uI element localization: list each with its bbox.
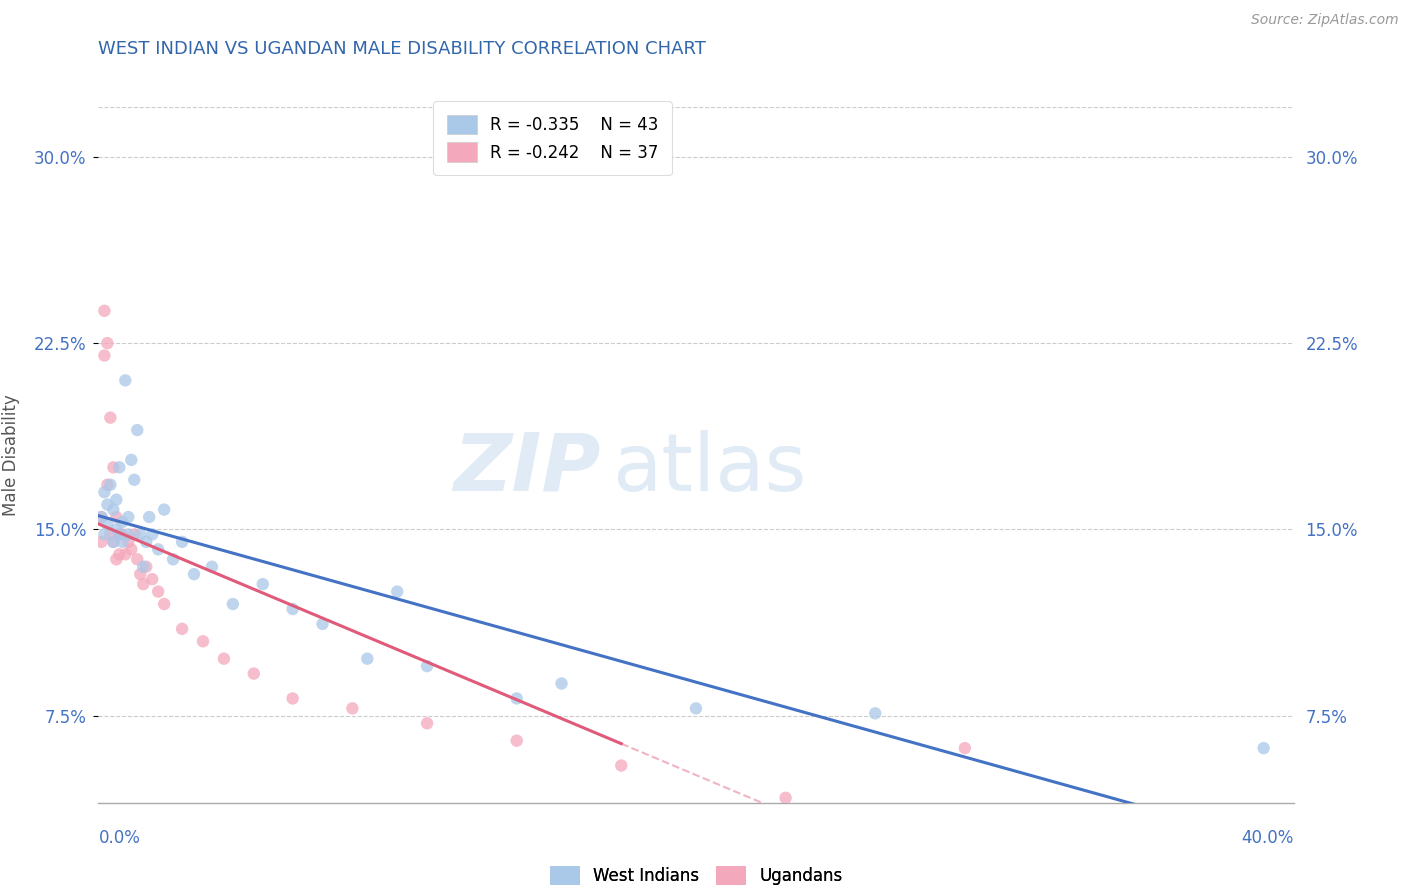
Point	[96, 498, 118, 512]
Point	[111, 535, 134, 549]
Point	[141, 572, 163, 586]
Point	[127, 552, 149, 566]
Point	[96, 477, 118, 491]
Point	[93, 303, 115, 318]
Point	[281, 691, 304, 706]
Y-axis label: Male Disability: Male Disability	[1, 394, 20, 516]
Point	[138, 510, 160, 524]
Point	[865, 706, 887, 721]
Text: 40.0%: 40.0%	[1241, 829, 1294, 847]
Point	[96, 336, 118, 351]
Point	[127, 423, 149, 437]
Text: Source: ZipAtlas.com: Source: ZipAtlas.com	[1251, 13, 1399, 28]
Point	[252, 577, 274, 591]
Point	[153, 502, 176, 516]
Point	[191, 634, 214, 648]
Point	[124, 527, 146, 541]
Point	[212, 651, 235, 665]
Point	[105, 510, 128, 524]
Point	[222, 597, 245, 611]
Point	[100, 410, 122, 425]
Point	[148, 542, 170, 557]
Point	[148, 584, 170, 599]
Point	[93, 485, 115, 500]
Point	[105, 523, 128, 537]
Point	[281, 602, 304, 616]
Point	[385, 584, 409, 599]
Point	[342, 701, 364, 715]
Point	[1253, 741, 1275, 756]
Point	[93, 349, 115, 363]
Point	[90, 510, 112, 524]
Point	[93, 527, 115, 541]
Point	[610, 758, 633, 772]
Point	[117, 535, 139, 549]
Point	[111, 515, 134, 529]
Point	[117, 510, 139, 524]
Point	[506, 691, 529, 706]
Point	[162, 552, 184, 566]
Point	[506, 733, 529, 747]
Point	[132, 577, 155, 591]
Legend: West Indians, Ugandans: West Indians, Ugandans	[543, 859, 849, 892]
Point	[550, 676, 572, 690]
Point	[356, 651, 378, 665]
Point	[108, 460, 131, 475]
Point	[108, 527, 131, 541]
Text: ZIP: ZIP	[453, 430, 600, 508]
Point	[416, 659, 439, 673]
Text: atlas: atlas	[613, 430, 807, 508]
Point	[117, 527, 139, 541]
Point	[129, 567, 152, 582]
Point	[416, 716, 439, 731]
Point	[105, 552, 128, 566]
Point	[775, 790, 797, 805]
Point	[153, 597, 176, 611]
Point	[135, 559, 157, 574]
Point	[172, 535, 194, 549]
Point	[100, 527, 122, 541]
Point	[135, 535, 157, 549]
Point	[172, 622, 194, 636]
Point	[114, 373, 136, 387]
Point	[141, 527, 163, 541]
Point	[953, 741, 976, 756]
Point	[108, 547, 131, 561]
Point	[103, 460, 125, 475]
Point	[96, 517, 118, 532]
Point	[100, 477, 122, 491]
Point	[243, 666, 266, 681]
Point	[111, 527, 134, 541]
Point	[108, 527, 131, 541]
Point	[103, 535, 125, 549]
Text: WEST INDIAN VS UGANDAN MALE DISABILITY CORRELATION CHART: WEST INDIAN VS UGANDAN MALE DISABILITY C…	[98, 40, 706, 58]
Point	[90, 535, 112, 549]
Point	[120, 453, 142, 467]
Point	[124, 473, 146, 487]
Point	[114, 547, 136, 561]
Point	[311, 616, 333, 631]
Point	[90, 510, 112, 524]
Point	[103, 535, 125, 549]
Point	[129, 527, 152, 541]
Point	[103, 502, 125, 516]
Point	[120, 542, 142, 557]
Point	[132, 559, 155, 574]
Point	[183, 567, 205, 582]
Point	[685, 701, 707, 715]
Point	[105, 492, 128, 507]
Text: 0.0%: 0.0%	[98, 829, 141, 847]
Point	[201, 559, 224, 574]
